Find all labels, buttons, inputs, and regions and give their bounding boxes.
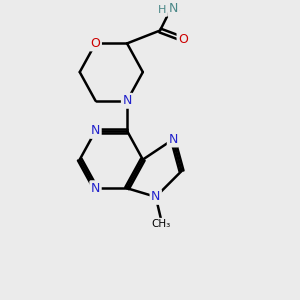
Text: CH₃: CH₃ xyxy=(152,219,171,229)
Text: O: O xyxy=(91,37,100,50)
Text: N: N xyxy=(168,133,178,146)
Text: N: N xyxy=(91,182,100,195)
Text: O: O xyxy=(178,33,188,46)
Text: N: N xyxy=(151,190,160,203)
Text: N: N xyxy=(169,2,178,16)
Text: H: H xyxy=(158,5,166,15)
Text: N: N xyxy=(122,94,132,107)
Text: N: N xyxy=(91,124,100,137)
